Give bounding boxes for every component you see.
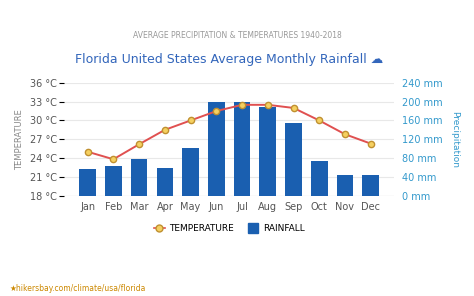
Bar bbox=[285, 123, 302, 196]
Legend: TEMPERATURE, RAINFALL: TEMPERATURE, RAINFALL bbox=[150, 220, 308, 237]
Bar bbox=[79, 169, 96, 196]
Bar bbox=[234, 102, 250, 196]
Bar bbox=[259, 107, 276, 196]
Bar bbox=[105, 166, 122, 196]
Text: ★hikersbay.com/climate/usa/florida: ★hikersbay.com/climate/usa/florida bbox=[9, 284, 146, 293]
Bar bbox=[337, 175, 353, 196]
Title: Florida United States Average Monthly Rainfall ☁: Florida United States Average Monthly Ra… bbox=[75, 54, 383, 67]
Bar bbox=[362, 175, 379, 196]
Y-axis label: TEMPERATURE: TEMPERATURE bbox=[15, 109, 24, 170]
Text: AVERAGE PRECIPITATION & TEMPERATURES 1940-2018: AVERAGE PRECIPITATION & TEMPERATURES 194… bbox=[133, 31, 341, 40]
Y-axis label: Precipitation: Precipitation bbox=[450, 111, 459, 168]
Bar bbox=[156, 168, 173, 196]
Bar bbox=[311, 161, 328, 196]
Bar bbox=[208, 102, 225, 196]
Bar bbox=[131, 159, 147, 196]
Bar bbox=[182, 148, 199, 196]
